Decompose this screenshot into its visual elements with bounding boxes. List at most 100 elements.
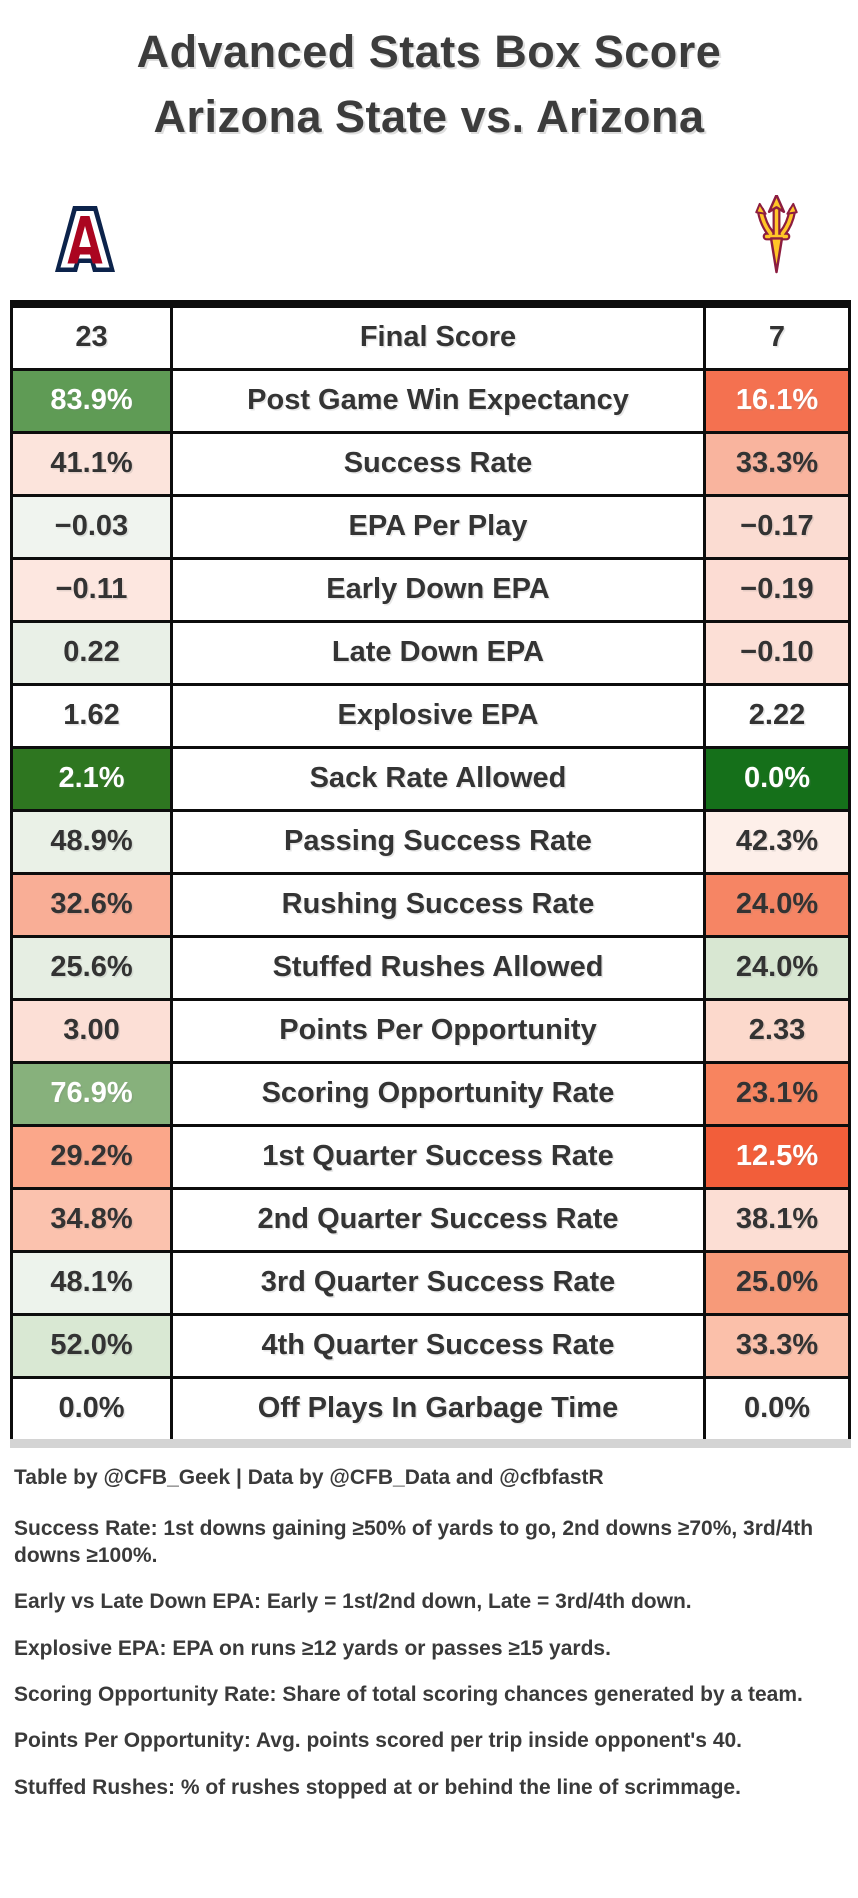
team-right-value: 7 xyxy=(703,302,851,371)
team-right-value: 42.3% xyxy=(703,808,851,875)
footnote-label: Scoring Opportunity Rate xyxy=(14,1683,270,1707)
footnote: Scoring Opportunity Rate: Share of total… xyxy=(14,1681,844,1708)
footnote: Points Per Opportunity: Avg. points scor… xyxy=(14,1727,844,1754)
team-right-value: −0.17 xyxy=(703,493,851,560)
table-row: 3.00 Points Per Opportunity 2.33 xyxy=(10,997,851,1064)
table-row: 0.22 Late Down EPA −0.10 xyxy=(10,619,851,686)
metric-label: Stuffed Rushes Allowed xyxy=(170,934,706,1001)
table-row: 52.0% 4th Quarter Success Rate 33.3% xyxy=(10,1312,851,1379)
table-row: 83.9% Post Game Win Expectancy 16.1% xyxy=(10,367,851,434)
team-left-value: 41.1% xyxy=(10,430,173,497)
stats-table-body: 23 Final Score 7 83.9% Post Game Win Expecta… xyxy=(10,302,851,1445)
team-left-value: 83.9% xyxy=(10,367,173,434)
team-right-value: 2.22 xyxy=(703,682,851,749)
team-right-value: 38.1% xyxy=(703,1186,851,1253)
table-row: 48.9% Passing Success Rate 42.3% xyxy=(10,808,851,875)
team-right-value: 2.33 xyxy=(703,997,851,1064)
title-line-1: Advanced Stats Box Score xyxy=(136,26,722,77)
footnote-text: : Early = 1st/2nd down, Late = 3rd/4th d… xyxy=(254,1590,692,1614)
team-left-value: 2.1% xyxy=(10,745,173,812)
team-right-value: 24.0% xyxy=(703,871,851,938)
table-row: 34.8% 2nd Quarter Success Rate 38.1% xyxy=(10,1186,851,1253)
team-left-value: 0.0% xyxy=(10,1375,173,1445)
metric-label: 2nd Quarter Success Rate xyxy=(170,1186,706,1253)
metric-label: 4th Quarter Success Rate xyxy=(170,1312,706,1379)
metric-label: 1st Quarter Success Rate xyxy=(170,1123,706,1190)
footnote-label: Success Rate xyxy=(14,1516,151,1540)
team-right-value: 33.3% xyxy=(703,1312,851,1379)
credit-line: Table by @CFB_Geek | Data by @CFB_Data a… xyxy=(14,1465,604,1489)
team-left-value: 52.0% xyxy=(10,1312,173,1379)
team-left-value: −0.11 xyxy=(10,556,173,623)
metric-label: Sack Rate Allowed xyxy=(170,745,706,812)
team-right-value: −0.19 xyxy=(703,556,851,623)
footnote: Stuffed Rushes: % of rushes stopped at o… xyxy=(14,1774,844,1801)
team-left-value: 32.6% xyxy=(10,871,173,938)
table-row: 23 Final Score 7 xyxy=(10,302,851,371)
team-left-value: 76.9% xyxy=(10,1060,173,1127)
footnote-text: : Share of total scoring chances generat… xyxy=(269,1683,803,1707)
metric-label: Success Rate xyxy=(170,430,706,497)
metric-label: Off Plays In Garbage Time xyxy=(170,1375,706,1445)
metric-label: Late Down EPA xyxy=(170,619,706,686)
team-right-value: 12.5% xyxy=(703,1123,851,1190)
footnote-text: : % of rushes stopped at or behind the l… xyxy=(168,1775,741,1799)
table-row: 2.1% Sack Rate Allowed 0.0% xyxy=(10,745,851,812)
arizona-wildcats-logo-icon xyxy=(55,205,115,272)
team-logos xyxy=(55,192,800,274)
team-left-value: 48.9% xyxy=(10,808,173,875)
table-row: −0.03 EPA Per Play −0.17 xyxy=(10,493,851,560)
footnote-text: : 1st downs gaining ≥50% of yards to go,… xyxy=(14,1516,814,1568)
team-right-value: 0.0% xyxy=(703,1375,851,1445)
metric-label: 3rd Quarter Success Rate xyxy=(170,1249,706,1316)
footnote-label: Points Per Opportunity xyxy=(14,1729,244,1753)
team-right-value: 33.3% xyxy=(703,430,851,497)
metric-label: Post Game Win Expectancy xyxy=(170,367,706,434)
footnote-label: Explosive EPA xyxy=(14,1636,160,1660)
team-right-value: 23.1% xyxy=(703,1060,851,1127)
team-left-value: 1.62 xyxy=(10,682,173,749)
footnote: Explosive EPA: EPA on runs ≥12 yards or … xyxy=(14,1635,844,1662)
metric-label: Scoring Opportunity Rate xyxy=(170,1060,706,1127)
team-right-value: 16.1% xyxy=(703,367,851,434)
metric-label: Points Per Opportunity xyxy=(170,997,706,1064)
table-row: 29.2% 1st Quarter Success Rate 12.5% xyxy=(10,1123,851,1190)
table-row: 32.6% Rushing Success Rate 24.0% xyxy=(10,871,851,938)
footnote-label: Early vs Late Down EPA xyxy=(14,1590,255,1614)
team-right-value: 25.0% xyxy=(703,1249,851,1316)
table-row: 25.6% Stuffed Rushes Allowed 24.0% xyxy=(10,934,851,1001)
metric-label: Rushing Success Rate xyxy=(170,871,706,938)
team-left-value: 29.2% xyxy=(10,1123,173,1190)
table-row: −0.11 Early Down EPA −0.19 xyxy=(10,556,851,623)
table-row: 1.62 Explosive EPA 2.22 xyxy=(10,682,851,749)
footnote-text: : EPA on runs ≥12 yards or passes ≥15 ya… xyxy=(159,1636,611,1660)
metric-label: Passing Success Rate xyxy=(170,808,706,875)
footnote: Success Rate: 1st downs gaining ≥50% of … xyxy=(14,1515,844,1570)
table-row: 48.1% 3rd Quarter Success Rate 25.0% xyxy=(10,1249,851,1316)
page-title: Advanced Stats Box Score Arizona State v… xyxy=(0,0,858,150)
team-left-value: 34.8% xyxy=(10,1186,173,1253)
footnotes: Table by @CFB_Geek | Data by @CFB_Data a… xyxy=(14,1464,844,1801)
arizona-state-pitchfork-logo-icon xyxy=(755,194,798,273)
metric-label: EPA Per Play xyxy=(170,493,706,560)
team-left-value: 25.6% xyxy=(10,934,173,1001)
team-right-value: −0.10 xyxy=(703,619,851,686)
footnote: Early vs Late Down EPA: Early = 1st/2nd … xyxy=(14,1588,844,1615)
table-row: 41.1% Success Rate 33.3% xyxy=(10,430,851,497)
title-line-2: Arizona State vs. Arizona xyxy=(153,90,705,142)
team-left-value: 3.00 xyxy=(10,997,173,1064)
footnote-text: : Avg. points scored per trip inside opp… xyxy=(243,1729,743,1753)
metric-label: Explosive EPA xyxy=(170,682,706,749)
team-left-value: −0.03 xyxy=(10,493,173,560)
team-left-value: 0.22 xyxy=(10,619,173,686)
table-row: 0.0% Off Plays In Garbage Time 0.0% xyxy=(10,1375,851,1445)
team-left-value: 48.1% xyxy=(10,1249,173,1316)
metric-label: Early Down EPA xyxy=(170,556,706,623)
table-row: 76.9% Scoring Opportunity Rate 23.1% xyxy=(10,1060,851,1127)
metric-label: Final Score xyxy=(170,302,706,371)
team-left-value: 23 xyxy=(10,302,173,371)
team-right-value: 24.0% xyxy=(703,934,851,1001)
footnote-label: Stuffed Rushes xyxy=(14,1775,169,1799)
advanced-stats-table: 23 Final Score 7 83.9% Post Game Win Expecta… xyxy=(10,299,851,1448)
team-right-value: 0.0% xyxy=(703,745,851,812)
